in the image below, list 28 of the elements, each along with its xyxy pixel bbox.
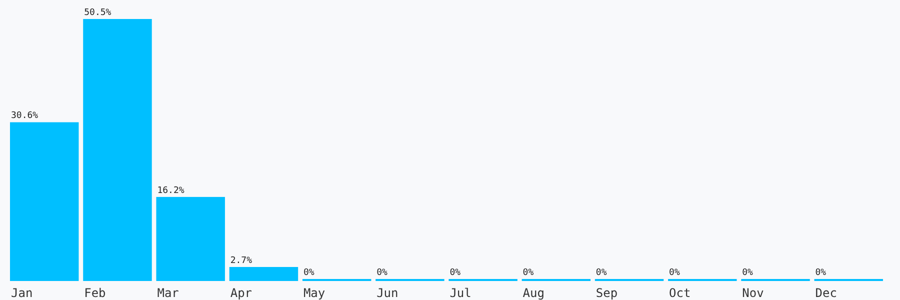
data-label: 0%: [815, 268, 827, 278]
data-label: 0%: [742, 268, 754, 278]
data-label: 2.7%: [230, 256, 253, 266]
bar: [156, 196, 225, 281]
data-label: 50.5%: [84, 8, 112, 18]
x-tick-label: Dec: [815, 286, 837, 300]
bar: [83, 19, 152, 281]
x-tick-label: Aug: [522, 286, 544, 300]
x-tick-label: May: [303, 286, 326, 300]
x-tick-label: Jan: [11, 286, 33, 300]
data-label: 30.6%: [11, 111, 39, 122]
x-tick-label: Jun: [376, 286, 398, 300]
data-label: 0%: [596, 268, 608, 278]
data-label: 0%: [376, 268, 388, 278]
data-label: 0%: [303, 268, 315, 278]
data-label: 0%: [450, 268, 462, 278]
bar: [229, 266, 298, 281]
data-label: 0%: [669, 268, 680, 278]
data-label: 16.2%: [157, 186, 185, 196]
x-tick-label: Jul: [450, 286, 472, 300]
data-label: 0%: [522, 268, 534, 278]
x-tick-label: Sep: [596, 286, 618, 300]
x-tick-label: Mar: [157, 286, 179, 300]
bar: [10, 122, 79, 281]
x-tick-label: Nov: [742, 286, 764, 300]
x-tick-label: Oct: [669, 286, 691, 300]
x-tick-label: Feb: [84, 286, 106, 300]
x-tick-label: Apr: [230, 286, 252, 300]
